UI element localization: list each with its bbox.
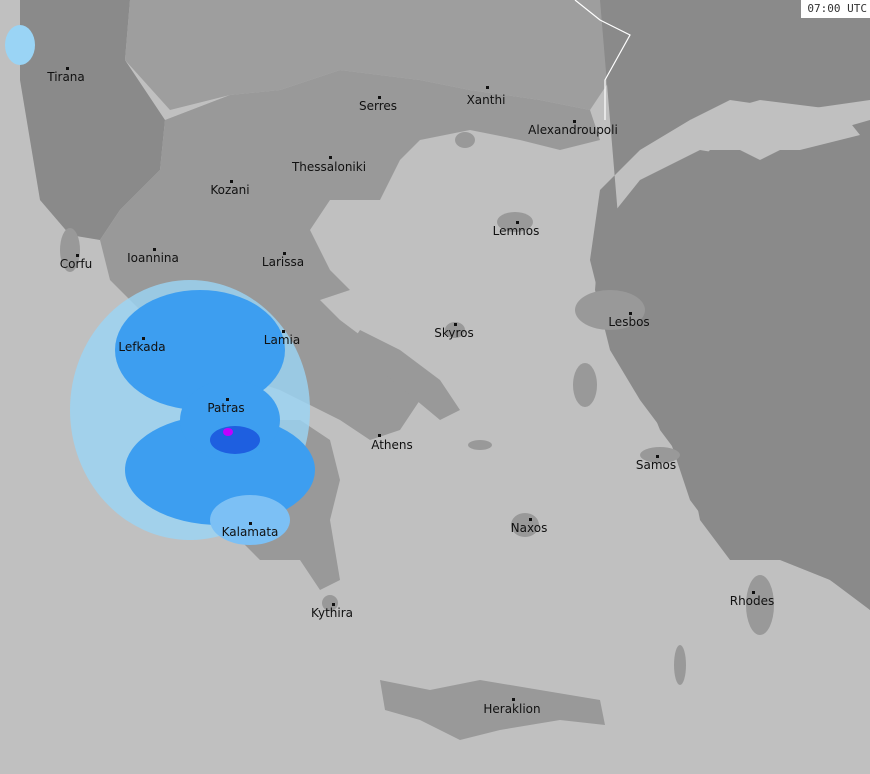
city-dot bbox=[282, 330, 285, 333]
city-dot bbox=[153, 248, 156, 251]
corfu bbox=[60, 228, 80, 272]
city-label: Lamia bbox=[263, 333, 301, 347]
chios bbox=[573, 363, 597, 407]
radar-echoes bbox=[5, 25, 315, 545]
samos bbox=[640, 447, 680, 463]
city-label: Thessaloniki bbox=[291, 160, 367, 174]
city-dot bbox=[283, 252, 286, 255]
city-label: Alexandroupoli bbox=[528, 123, 618, 137]
city-label: Lefkada bbox=[118, 340, 166, 354]
city-dot bbox=[230, 180, 233, 183]
city-label: Heraklion bbox=[483, 702, 541, 716]
north-neighbors-land bbox=[125, 0, 630, 110]
marmara-sea bbox=[690, 100, 860, 150]
skyros bbox=[445, 322, 465, 338]
city-label: Serres bbox=[358, 99, 398, 113]
city-label: Athens bbox=[371, 438, 413, 452]
city-label: Skyros bbox=[434, 326, 474, 340]
city-label: Ioannina bbox=[127, 251, 179, 265]
city-dot bbox=[573, 120, 576, 123]
city-dot bbox=[66, 67, 69, 70]
city-dot bbox=[516, 221, 519, 224]
thasos bbox=[455, 132, 475, 148]
city-label: Lesbos bbox=[608, 315, 650, 329]
rhodes bbox=[746, 575, 774, 635]
city-dot bbox=[752, 591, 755, 594]
city-dot bbox=[249, 522, 252, 525]
city-label: Kythira bbox=[310, 606, 354, 620]
city-label: Rhodes bbox=[729, 594, 775, 608]
kythira bbox=[322, 595, 338, 611]
city-label: Xanthi bbox=[466, 93, 506, 107]
lemnos bbox=[497, 212, 533, 232]
city-dot bbox=[142, 337, 145, 340]
albania-land bbox=[20, 0, 165, 240]
city-label: Tirana bbox=[47, 70, 85, 84]
city-label: Kalamata bbox=[221, 525, 279, 539]
city-label: Lemnos bbox=[492, 224, 540, 238]
city-dot bbox=[512, 698, 515, 701]
timestamp: 07:00 UTC bbox=[801, 0, 870, 18]
city-dot bbox=[454, 323, 457, 326]
city-label: Samos bbox=[635, 458, 677, 472]
city-dot bbox=[629, 312, 632, 315]
turkey-mainland bbox=[595, 120, 870, 610]
andros bbox=[468, 440, 492, 450]
city-label: Larissa bbox=[261, 255, 305, 269]
evia bbox=[350, 330, 460, 420]
naxos bbox=[511, 513, 539, 537]
city-dot bbox=[656, 455, 659, 458]
city-label: Patras bbox=[207, 401, 245, 415]
city-label: Corfu bbox=[59, 257, 93, 271]
city-label: Kozani bbox=[210, 183, 250, 197]
border-line bbox=[574, 0, 631, 120]
karpathos bbox=[674, 645, 686, 685]
city-dot bbox=[486, 86, 489, 89]
city-label: Naxos bbox=[510, 521, 548, 535]
city-dot bbox=[529, 518, 532, 521]
city-dot bbox=[378, 96, 381, 99]
city-dot bbox=[332, 603, 335, 606]
city-dot bbox=[226, 398, 229, 401]
crete bbox=[380, 680, 605, 740]
lesbos bbox=[575, 290, 645, 330]
city-dot bbox=[329, 156, 332, 159]
city-dot bbox=[76, 254, 79, 257]
city-dot bbox=[378, 434, 381, 437]
